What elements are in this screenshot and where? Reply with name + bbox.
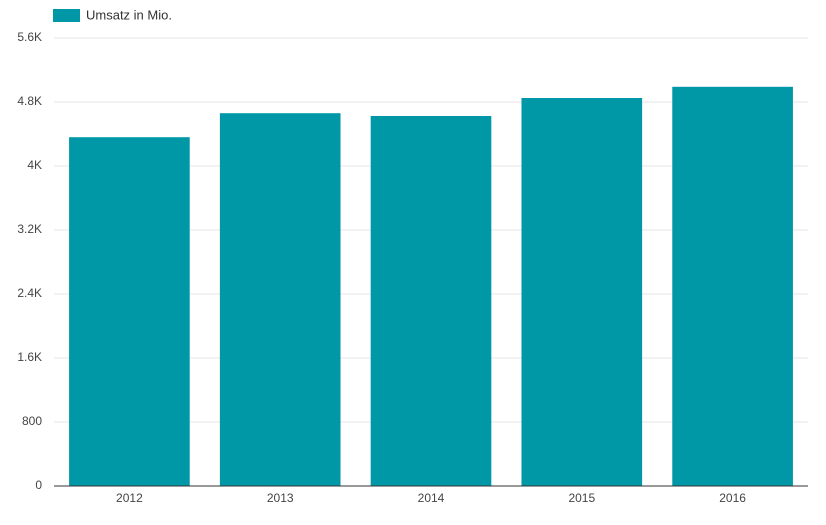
bar xyxy=(219,113,341,486)
x-tick-label: 2016 xyxy=(719,491,746,505)
legend-swatch xyxy=(53,9,80,22)
y-tick-label: 5.6K xyxy=(17,30,42,44)
y-tick-label: 0 xyxy=(35,478,42,492)
y-tick-label: 2.4K xyxy=(17,286,42,300)
bar xyxy=(370,116,492,486)
x-tick-label: 2014 xyxy=(418,491,445,505)
bar xyxy=(69,137,190,486)
bar xyxy=(672,86,793,487)
y-tick-label: 4K xyxy=(27,158,42,172)
x-tick-label: 2013 xyxy=(267,491,294,505)
x-tick-label: 2015 xyxy=(568,491,595,505)
y-tick-label: 3.2K xyxy=(17,222,42,236)
x-tick-label: 2012 xyxy=(116,491,143,505)
legend-label: Umsatz in Mio. xyxy=(86,7,172,22)
y-tick-label: 4.8K xyxy=(17,94,42,108)
bar xyxy=(521,98,643,486)
y-tick-label: 1.6K xyxy=(17,350,42,364)
y-tick-label: 800 xyxy=(22,414,42,428)
